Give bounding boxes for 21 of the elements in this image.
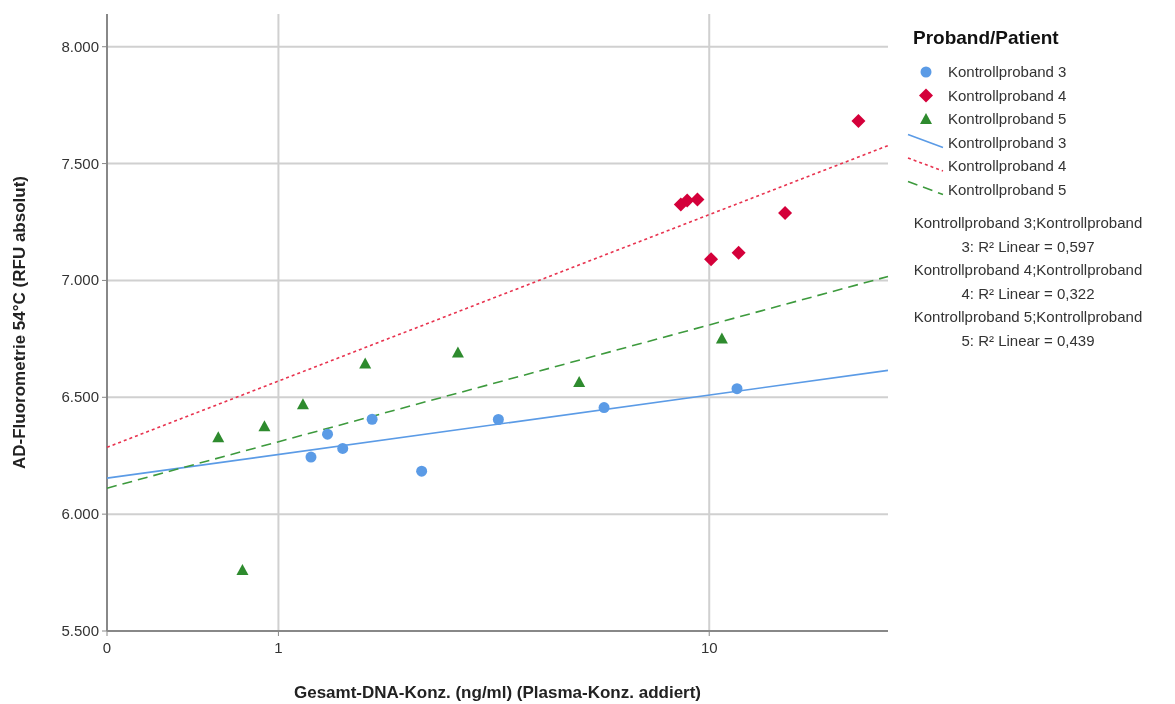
y-tick-label: 7.500 xyxy=(61,154,99,172)
y-tick-label: 5.500 xyxy=(61,622,99,639)
text: Kontrollproband 5;Kontrollproband 5: R² Linear = 0,439 xyxy=(913,308,1143,349)
text: Kontrollproband 4;Kontrollproband 4: R² Linear = 0,322 xyxy=(913,261,1143,302)
y-tick-label: 6.500 xyxy=(61,388,99,406)
y-axis-title: AD-Fluorometrie 54°C (RFU absolut) xyxy=(10,176,29,469)
legend-label: Kontrollproband 4 xyxy=(948,157,1067,174)
x-axis-title: Gesamt-DNA-Konz. (ng/ml) (Plasma-Konz. addiert) xyxy=(293,683,702,702)
x-tick-label: 10 xyxy=(700,639,718,656)
legend-label: Kontrollproband 5 xyxy=(948,180,1067,198)
x-tick-label: 0 xyxy=(102,639,112,656)
y-tick-label: 7.000 xyxy=(61,271,99,289)
x-tick-label: 1 xyxy=(274,639,283,656)
legend-label: Kontrollproband 3 xyxy=(948,133,1067,151)
legend-label: Kontrollproband 3 xyxy=(948,63,1067,80)
legend-label: Kontrollproband 5 xyxy=(948,110,1067,127)
legend-title: Proband/Patient xyxy=(913,27,1060,48)
y-tick-label: 6.000 xyxy=(61,505,99,523)
text: Kontrollproband 3;Kontrollproband 3: R² Linear = 0,597 xyxy=(913,214,1143,255)
legend-label: Kontrollproband 4 xyxy=(948,86,1067,104)
y-tick-label: 8.000 xyxy=(61,37,99,55)
